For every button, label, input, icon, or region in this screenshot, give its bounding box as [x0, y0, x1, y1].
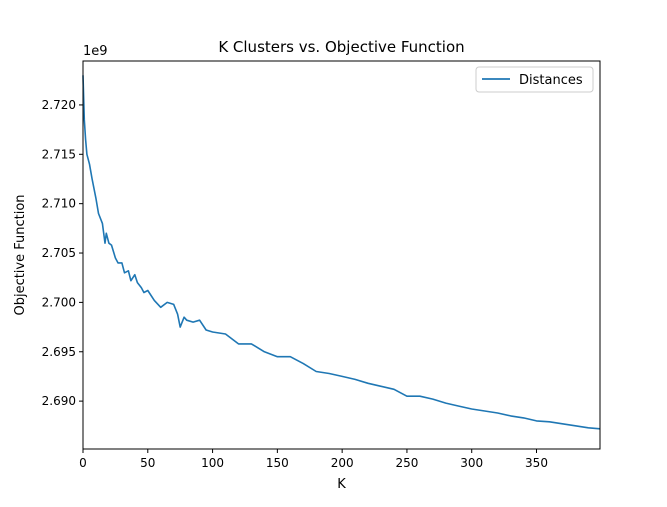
legend: Distances	[475, 66, 594, 93]
x-tick-label: 50	[140, 456, 155, 470]
y-tick-label: 2.695	[42, 345, 76, 359]
x-tick-label: 200	[331, 456, 354, 470]
axes-frame	[82, 60, 601, 450]
y-tick-label: 2.700	[42, 295, 76, 309]
x-tick-label: 100	[201, 456, 224, 470]
x-tick-label: 150	[266, 456, 289, 470]
legend-label: Distances	[519, 73, 583, 88]
x-tick-label: 350	[525, 456, 548, 470]
y-axis-label: Objective Function	[13, 194, 28, 315]
x-tick-label: 0	[79, 456, 87, 470]
x-axis-label: K	[337, 477, 346, 492]
y-tick-label: 2.720	[42, 98, 76, 112]
y-axis-offset-label: 1e9	[83, 44, 108, 59]
series-line-distances	[82, 75, 601, 430]
y-tick-label: 2.710	[42, 197, 76, 211]
x-tick-label: 300	[460, 456, 483, 470]
y-tick-label: 2.705	[42, 246, 76, 260]
plot-area	[82, 75, 601, 430]
x-tick-label: 250	[395, 456, 418, 470]
x-axis-ticks: 0 50 100 150 200 250 300 350	[79, 449, 548, 470]
chart-title: K Clusters vs. Objective Function	[218, 38, 464, 56]
y-tick-label: 2.690	[42, 394, 76, 408]
y-axis-ticks: 2.690 2.695 2.700 2.705 2.710 2.715 2.720	[42, 98, 83, 408]
y-tick-label: 2.715	[42, 147, 76, 161]
legend-box	[475, 66, 594, 93]
